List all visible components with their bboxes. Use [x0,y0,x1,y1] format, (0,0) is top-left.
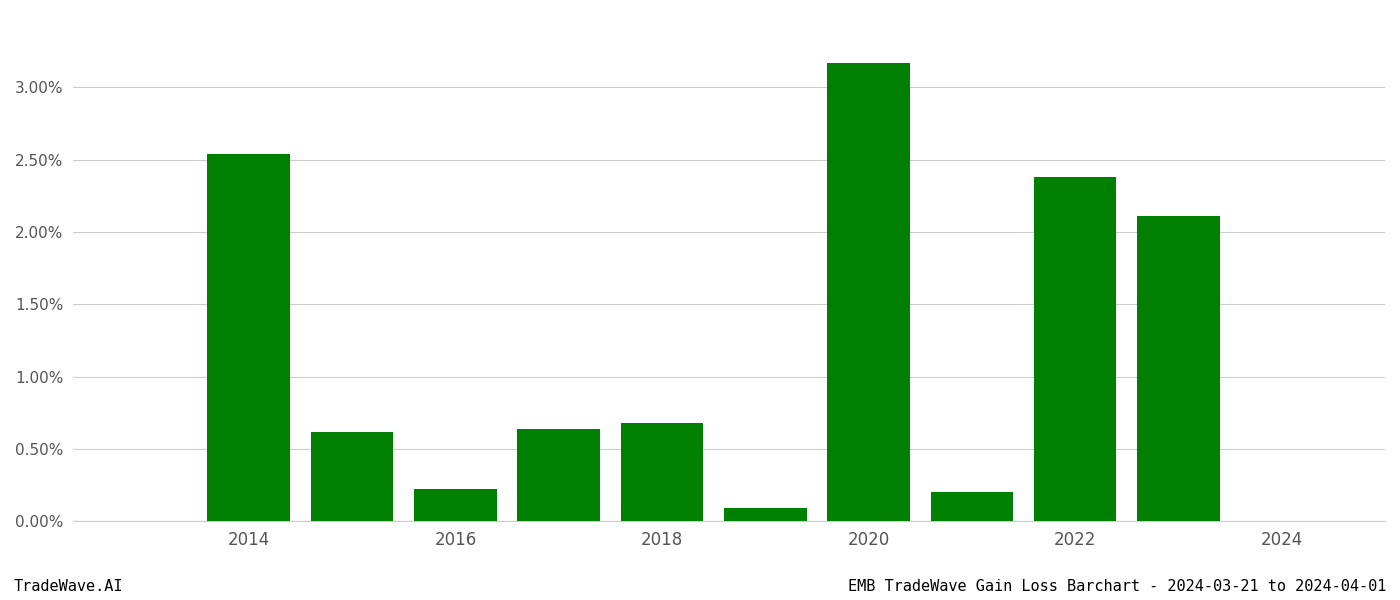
Bar [414,490,497,521]
Bar [311,431,393,521]
Bar [518,429,601,521]
Bar [620,423,703,521]
Bar [207,154,290,521]
Bar [724,508,806,521]
Bar [931,493,1014,521]
Bar [1137,216,1219,521]
Bar [1033,177,1116,521]
Bar [827,63,910,521]
Text: TradeWave.AI: TradeWave.AI [14,579,123,594]
Text: EMB TradeWave Gain Loss Barchart - 2024-03-21 to 2024-04-01: EMB TradeWave Gain Loss Barchart - 2024-… [847,579,1386,594]
